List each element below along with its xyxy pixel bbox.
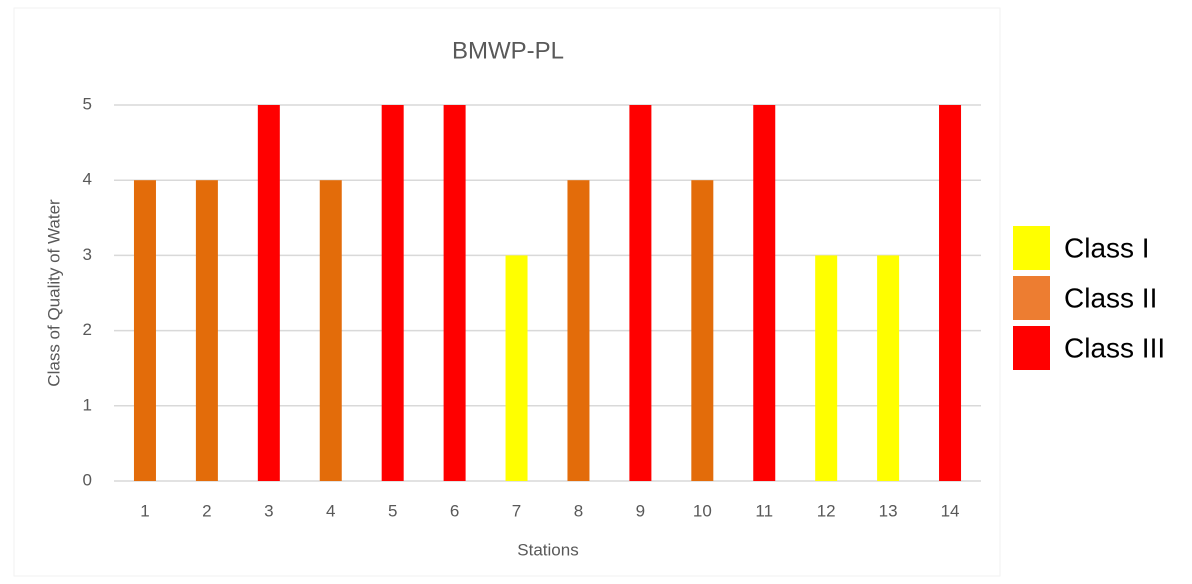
bar [443, 105, 466, 481]
x-tick-label: 8 [574, 501, 583, 520]
bar [505, 255, 528, 481]
legend-swatch [1013, 326, 1050, 370]
legend-label: Class II [1064, 282, 1157, 313]
bar [629, 105, 652, 481]
x-tick-label: 1 [140, 501, 149, 520]
legend-swatch [1013, 276, 1050, 320]
bar [319, 180, 342, 481]
bar [257, 105, 280, 481]
bar [691, 180, 714, 481]
bar [567, 180, 590, 481]
x-tick-label: 4 [326, 501, 335, 520]
bar [195, 180, 218, 481]
legend-label: Class III [1064, 332, 1165, 363]
x-tick-label: 12 [817, 501, 836, 520]
legend-label: Class I [1064, 232, 1150, 263]
x-axis-label: Stations [517, 540, 578, 559]
chart-title: BMWP-PL [452, 37, 564, 64]
bar [381, 105, 404, 481]
x-tick-label: 2 [202, 501, 211, 520]
y-tick-label: 4 [83, 170, 92, 189]
x-tick-label: 3 [264, 501, 273, 520]
x-tick-label: 7 [512, 501, 521, 520]
x-tick-label: 9 [636, 501, 645, 520]
bar [133, 180, 156, 481]
y-tick-label: 1 [83, 395, 92, 414]
x-tick-label: 14 [941, 501, 960, 520]
bar [815, 255, 838, 481]
x-tick-label: 11 [755, 501, 773, 520]
y-tick-label: 0 [83, 470, 92, 489]
y-axis-label: Class of Quality of Water [44, 199, 63, 387]
x-tick-label: 5 [388, 501, 397, 520]
legend-swatch [1013, 226, 1050, 270]
x-tick-label: 13 [879, 501, 898, 520]
x-tick-label: 6 [450, 501, 459, 520]
bar [753, 105, 776, 481]
y-tick-label: 5 [83, 94, 92, 113]
y-tick-label: 3 [83, 245, 92, 264]
bar [939, 105, 962, 481]
x-tick-label: 10 [693, 501, 712, 520]
y-tick-label: 2 [83, 320, 92, 339]
bar [877, 255, 900, 481]
